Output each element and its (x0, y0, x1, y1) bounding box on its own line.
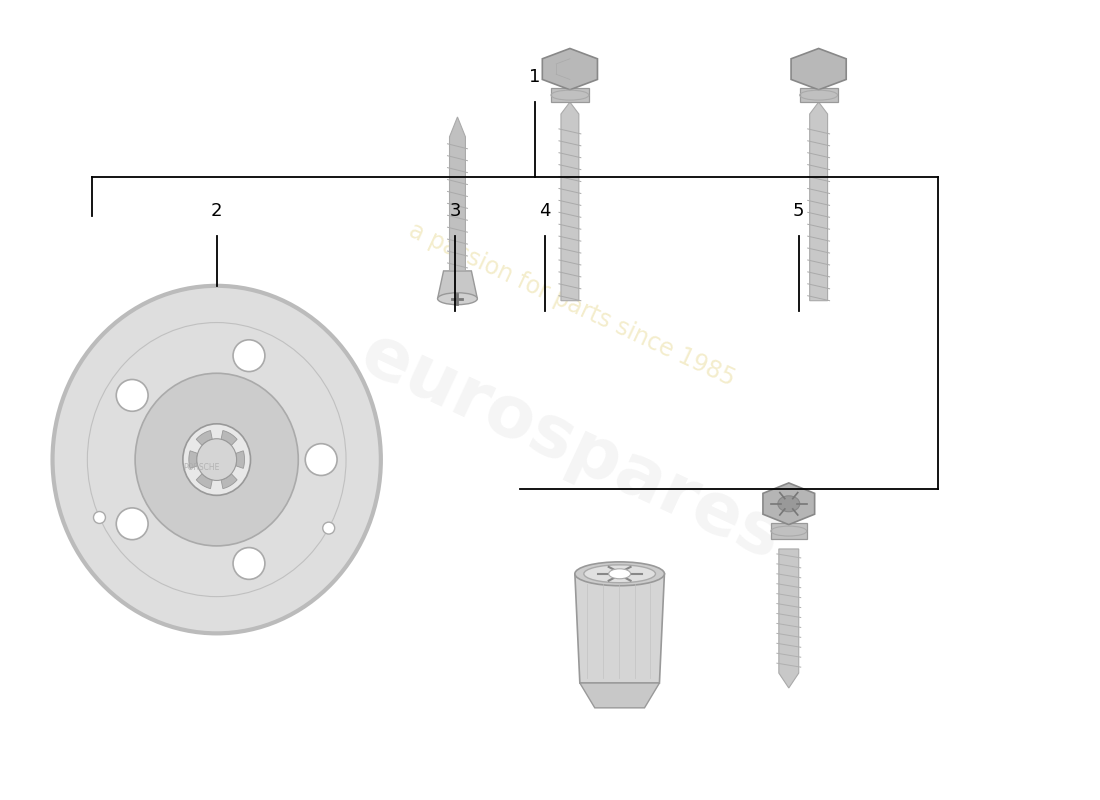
Polygon shape (561, 102, 579, 301)
Polygon shape (763, 483, 815, 525)
Text: 5: 5 (793, 202, 804, 220)
Text: a passion for parts since 1985: a passion for parts since 1985 (405, 218, 739, 391)
Circle shape (117, 379, 148, 411)
Polygon shape (189, 450, 198, 468)
Polygon shape (575, 574, 664, 683)
Text: eurospares: eurospares (350, 320, 793, 575)
Polygon shape (771, 523, 806, 539)
Text: 1: 1 (529, 68, 541, 86)
Ellipse shape (608, 569, 630, 578)
Circle shape (117, 508, 148, 540)
Ellipse shape (584, 565, 656, 582)
Circle shape (305, 444, 337, 475)
Polygon shape (542, 49, 597, 90)
Text: 2: 2 (211, 202, 222, 220)
Polygon shape (235, 450, 244, 468)
Circle shape (322, 522, 334, 534)
Ellipse shape (575, 562, 664, 586)
Ellipse shape (197, 438, 236, 481)
Polygon shape (779, 549, 799, 688)
Text: 4: 4 (539, 202, 551, 220)
Ellipse shape (183, 424, 251, 495)
Polygon shape (221, 430, 238, 446)
Ellipse shape (438, 293, 477, 305)
Ellipse shape (135, 374, 298, 546)
Polygon shape (196, 474, 212, 489)
Polygon shape (800, 88, 837, 102)
Polygon shape (810, 102, 827, 301)
Polygon shape (221, 474, 238, 489)
Polygon shape (438, 271, 477, 298)
Text: 3: 3 (450, 202, 461, 220)
Circle shape (94, 511, 106, 523)
Polygon shape (791, 49, 846, 90)
Polygon shape (551, 88, 588, 102)
Circle shape (233, 547, 265, 579)
Polygon shape (450, 117, 465, 271)
Circle shape (233, 340, 265, 371)
Polygon shape (580, 683, 659, 708)
Ellipse shape (778, 496, 800, 512)
Ellipse shape (53, 286, 381, 634)
Text: PORSCHE: PORSCHE (184, 463, 220, 472)
Polygon shape (196, 430, 212, 446)
